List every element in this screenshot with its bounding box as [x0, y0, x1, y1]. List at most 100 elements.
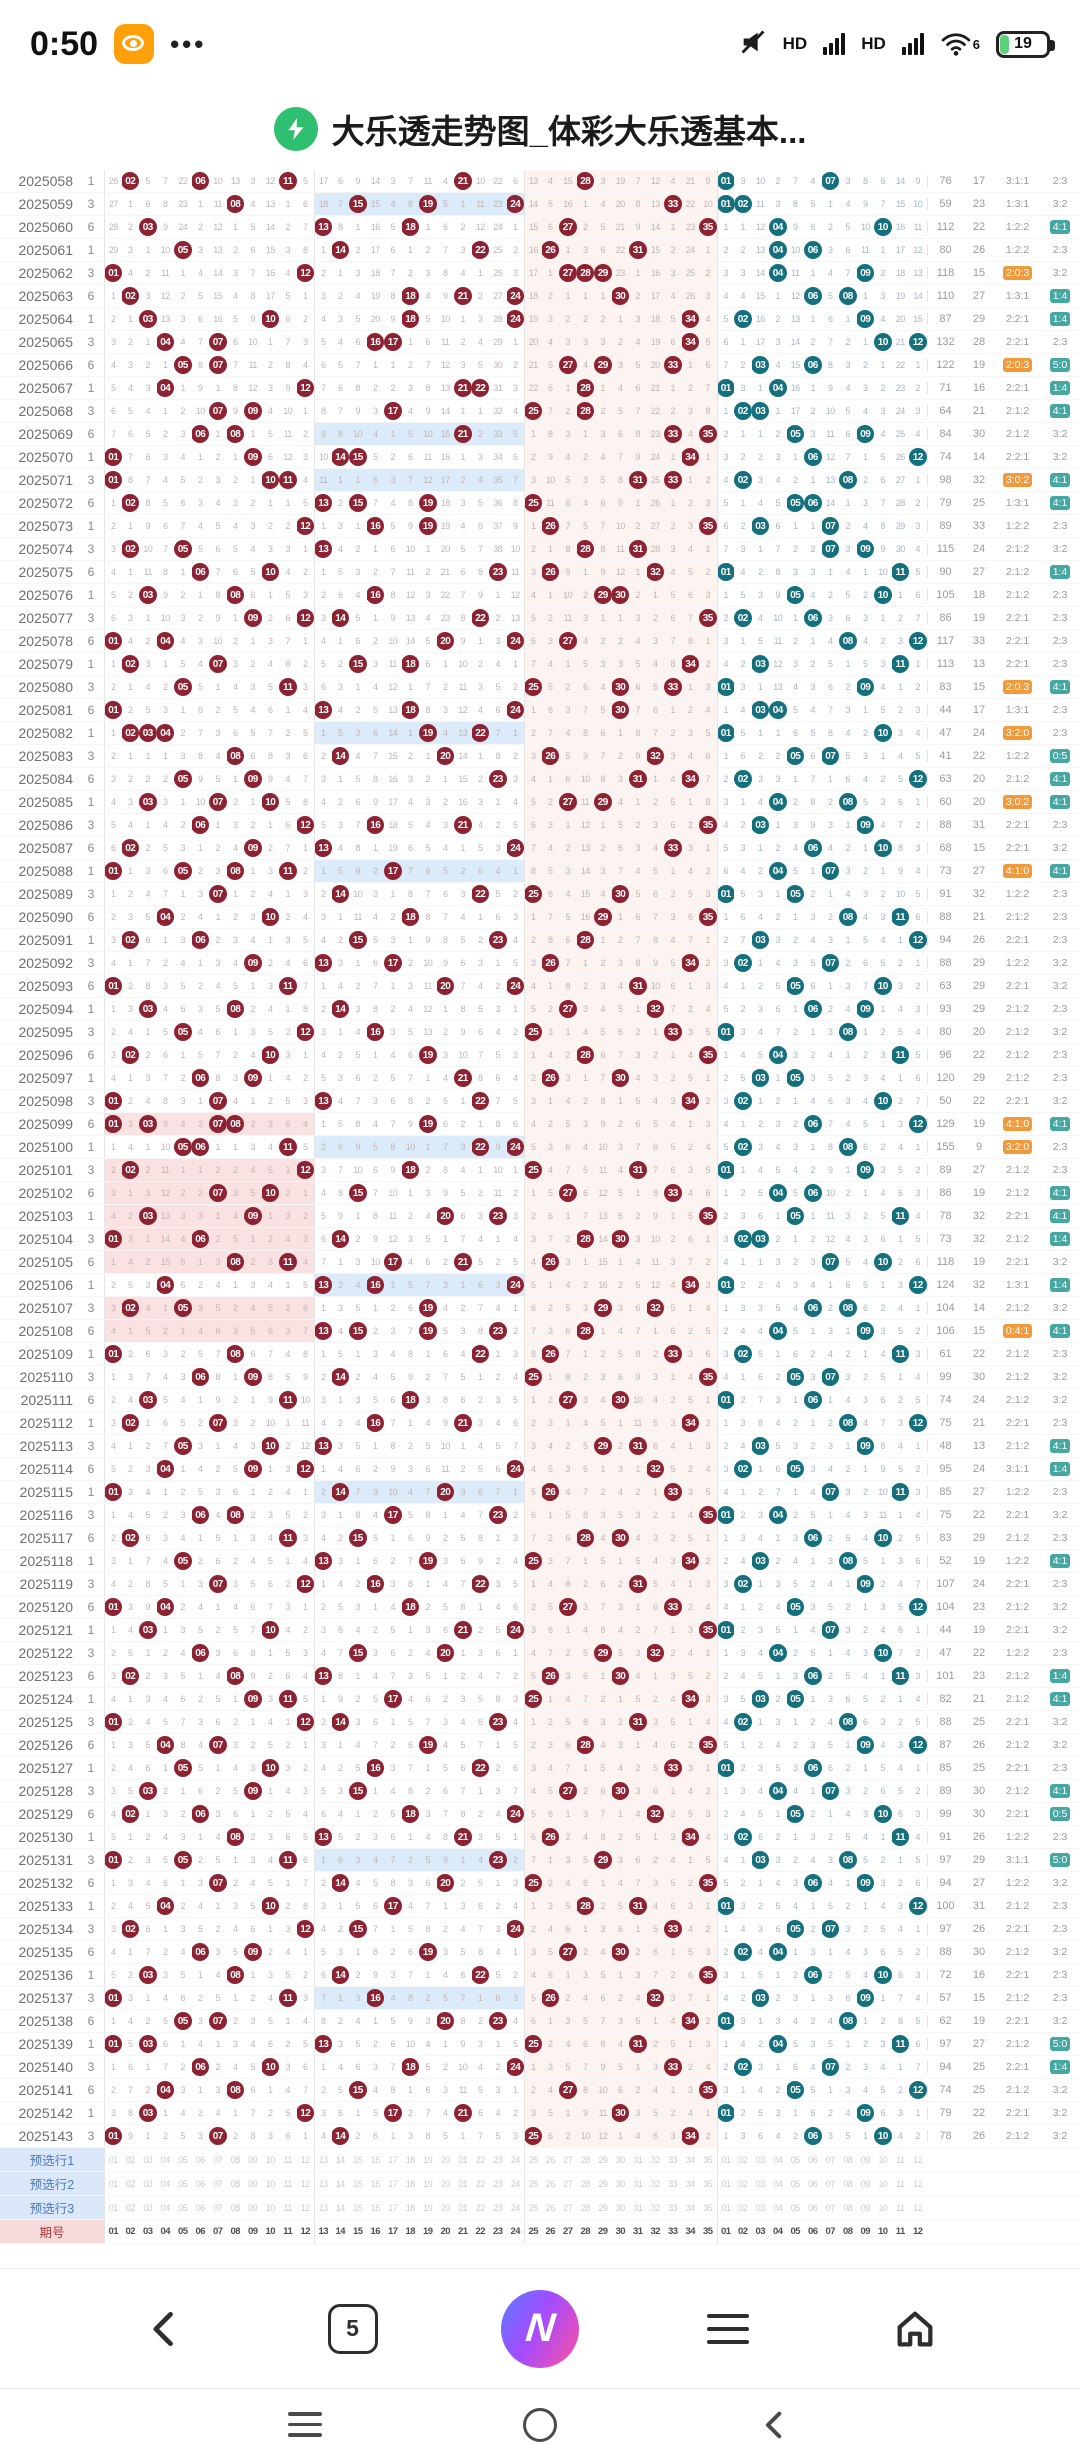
- back-cell: 3: [880, 1326, 885, 1336]
- back-cell: 3: [827, 935, 833, 945]
- back-cell: 2: [792, 636, 798, 646]
- trend-row: 2025123 6 3 02 2 3 5 1 4 08 9 2 6 4 13 8 1 4 7 3 5 1 2 4 7 2 5 26 3 6…: [0, 1665, 1080, 1688]
- front-cell: 5: [477, 1257, 483, 1267]
- front-cell: 2: [180, 912, 185, 922]
- front-cell: 4: [314, 1412, 332, 1434]
- front-cell: 3: [337, 521, 343, 531]
- front-cell: 3: [267, 636, 273, 646]
- front-cell: 5: [442, 1326, 448, 1336]
- front-cell: 6: [162, 1050, 168, 1060]
- front-cell: 5: [512, 2039, 518, 2049]
- front-ball: 07: [209, 2012, 227, 2030]
- front-ball: 01: [104, 1092, 122, 1110]
- front-cell: 2: [285, 1901, 290, 1911]
- front-cell: 3: [302, 1786, 308, 1796]
- back-cell: 2: [897, 1878, 903, 1888]
- front-cell: 3: [425, 1395, 430, 1405]
- front-cell: 6: [664, 331, 682, 353]
- front-cell: 4: [442, 1970, 448, 1980]
- page-title[interactable]: 大乐透走势图_体彩大乐透基本...: [331, 113, 807, 150]
- front-cell: 3: [302, 590, 308, 600]
- back-cell: 7: [880, 1418, 885, 1428]
- front-cell: 09: [244, 446, 262, 468]
- front-cell: 8: [477, 1533, 483, 1543]
- back-cell: 07: [821, 1366, 839, 1388]
- front-cell: 7: [559, 952, 577, 974]
- back-cell: 5: [915, 1050, 920, 1060]
- back-cell: 05: [786, 745, 804, 767]
- back-cell: 10: [878, 1487, 888, 1497]
- back-ball: 01: [717, 1391, 734, 1409]
- back-cell: 2: [740, 245, 745, 255]
- front-cell: 6: [681, 584, 699, 606]
- front-ball: 28: [576, 172, 594, 190]
- miss-stat-1: 91: [926, 888, 964, 900]
- back-cell: 02: [734, 1136, 752, 1158]
- front-ball: 15: [349, 1920, 367, 1938]
- front-cell: 10: [405, 544, 416, 554]
- back-cell: 3: [716, 1343, 735, 1365]
- miss-stat-1: 82: [926, 1693, 964, 1705]
- back-cell: 2: [740, 1763, 745, 1773]
- front-ball: 12: [296, 1920, 314, 1938]
- front-cell: 1: [145, 1142, 150, 1152]
- front-cell: 10: [261, 1044, 279, 1066]
- back-cell: 2: [775, 1694, 780, 1704]
- front-ball: 18: [401, 701, 419, 719]
- front-cell: 2: [512, 1970, 518, 1980]
- weekday-cell: 3: [87, 197, 95, 211]
- front-cell: 3: [104, 538, 122, 560]
- front-cell: 2: [407, 268, 413, 278]
- front-cell: 1: [541, 538, 559, 560]
- front-cell: 4: [372, 1671, 378, 1681]
- back-cell: 2: [862, 1487, 868, 1497]
- front-cell: 10: [261, 561, 279, 583]
- odd-even-ratio: 1:4: [1041, 289, 1080, 303]
- front-cell: 1: [664, 860, 682, 882]
- trend-row: 2025082 1 1 02 03 04 2 7 3 6 5 7 2 5 1 5 3 6 14 1 19 4 13 22 7 1 2…: [0, 722, 1080, 745]
- front-cell: 2: [250, 1004, 255, 1014]
- back-ball: 12: [909, 770, 927, 788]
- front-cell: 4: [162, 475, 168, 485]
- front-ball: 01: [104, 977, 122, 995]
- front-cell: 4: [162, 820, 168, 830]
- trend-row: 2025121 1 1 4 03 1 3 5 2 5 7 10 4 2 3 6 4 2 5 1 3 6 21 2 5 24 3 6 1 4…: [0, 1619, 1080, 1642]
- back-cell: 4: [862, 1096, 868, 1106]
- back-cell: 17: [895, 245, 906, 255]
- front-cell: 3: [180, 1625, 185, 1635]
- front-cell: 4: [629, 1665, 647, 1687]
- front-cell: 7: [699, 377, 717, 399]
- front-cell: 1: [559, 1964, 577, 1986]
- front-cell: 5: [372, 1533, 378, 1543]
- miss-stat-1: 88: [926, 1946, 964, 1958]
- back-cell: 1: [757, 843, 763, 853]
- front-cell: 4: [512, 1234, 518, 1244]
- weekday-cell: 3: [87, 1301, 95, 1315]
- front-cell: 7: [629, 1320, 647, 1342]
- front-cell: 01: [104, 446, 122, 468]
- front-cell: 15: [349, 1918, 367, 1940]
- front-cell: 2: [646, 1688, 664, 1710]
- front-cell: 5: [407, 1510, 413, 1520]
- front-cell: 13: [314, 2033, 332, 2055]
- front-cell: 15: [349, 653, 367, 675]
- odd-even-ratio: 2:3: [1052, 819, 1068, 831]
- back-cell: 5: [827, 1901, 833, 1911]
- back-cell: 2: [757, 1487, 763, 1497]
- back-cell: 3: [716, 1458, 735, 1480]
- front-cell: 4: [460, 521, 465, 531]
- period-cell: 2025082: [18, 725, 73, 741]
- front-ball: 09: [244, 609, 262, 627]
- trend-row: 2025097 1 4 1 3 7 2 06 8 3 09 1 4 2 5 3 6 2 5 7 1 4 21 8 6 4 2 26 3 1…: [0, 1067, 1080, 1090]
- front-cell: 7: [197, 728, 203, 738]
- front-cell: 5: [681, 1527, 699, 1549]
- front-cell: 6: [559, 1527, 577, 1549]
- period-cell: 2025135: [18, 1944, 73, 1960]
- front-cell: 9: [285, 383, 290, 393]
- front-cell: 6: [372, 1165, 378, 1175]
- front-cell: 3: [180, 1096, 185, 1106]
- front-cell: 3: [145, 866, 150, 876]
- back-cell: 1: [845, 1326, 850, 1336]
- back-cell: 4: [757, 1947, 763, 1957]
- front-ball: 20: [436, 2012, 454, 2030]
